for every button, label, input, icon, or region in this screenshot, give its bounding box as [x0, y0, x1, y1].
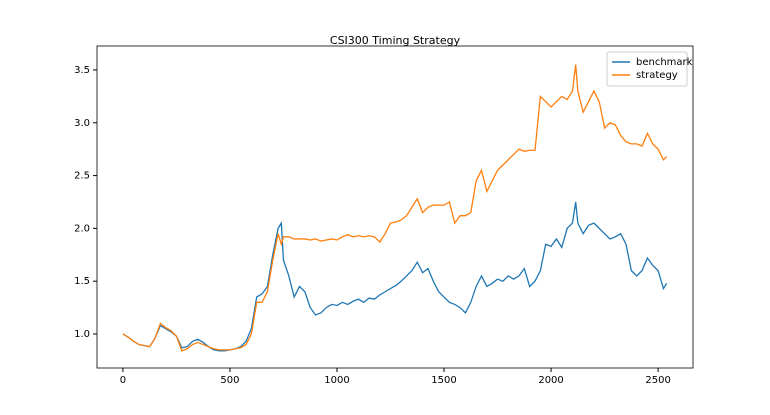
- x-tick-label: 0: [120, 375, 126, 386]
- y-tick-label: 2.5: [74, 171, 90, 182]
- y-tick-label: 3.0: [74, 118, 90, 129]
- y-tick-label: 1.0: [74, 329, 90, 340]
- x-tick-label: 2500: [645, 375, 670, 386]
- plot-frame: [96, 45, 694, 369]
- legend-label: benchmark: [636, 57, 693, 68]
- x-tick-label: 2000: [538, 375, 563, 386]
- x-tick-label: 1000: [324, 375, 349, 386]
- y-tick-label: 1.5: [74, 276, 90, 287]
- line-series: [122, 64, 668, 352]
- legend-label: strategy: [636, 70, 678, 81]
- legend-box: [606, 51, 688, 87]
- x-tick-label: 500: [220, 375, 239, 386]
- x-tick-label: 1500: [431, 375, 456, 386]
- chart-title: CSI300 Timing Strategy: [330, 34, 461, 47]
- y-tick-label: 2.0: [74, 223, 90, 234]
- line-series: [122, 201, 668, 352]
- y-tick-label: 3.5: [74, 65, 90, 76]
